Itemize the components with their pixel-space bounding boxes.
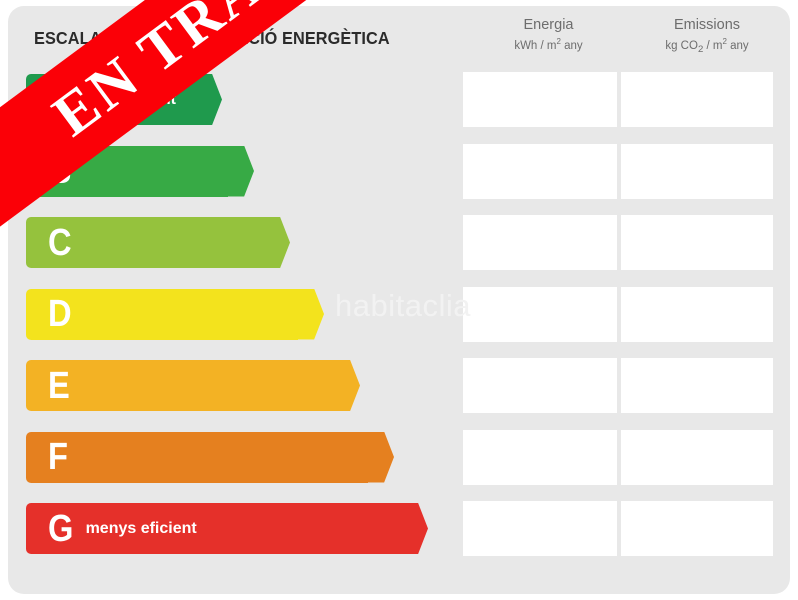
cell-energy-b (463, 143, 617, 199)
energy-unit-suffix: any (560, 39, 583, 52)
cell-energy-f (463, 429, 617, 485)
cell-emissions-f (621, 429, 773, 485)
rating-band-d: D (26, 288, 324, 340)
band-arrow-tip-icon (368, 431, 394, 483)
cell-energy-g (463, 501, 617, 556)
rating-letter-f: F (48, 436, 68, 478)
cell-emissions-b (621, 143, 773, 199)
energy-unit-exponent: 2 (556, 37, 561, 46)
rating-band-e: E (26, 360, 360, 411)
emissions-unit-suffix: any (726, 39, 749, 52)
rating-letter-e: E (48, 364, 70, 407)
band-arrow-tip-icon (196, 74, 222, 125)
cell-energy-d (463, 286, 617, 342)
energy-unit-prefix: kWh / m (514, 39, 557, 52)
band-arrow-tip-icon (264, 217, 290, 268)
emissions-unit-subscript: 2 (697, 44, 704, 56)
rating-letter-d: D (48, 293, 72, 335)
band-arrow-tip-icon (402, 503, 428, 554)
band-arrow-tip-icon (228, 145, 254, 197)
column-header-energy-subtitle: kWh / m2 any (471, 34, 626, 54)
column-header-emissions-subtitle: kg CO2 / m2 any (628, 34, 786, 58)
scale-row-d: D (8, 283, 790, 345)
column-header-energy: Energia kWh / m2 any (471, 16, 626, 54)
column-header-emissions: Emissions kg CO2 / m2 any (628, 16, 786, 58)
rating-tag-g: menys eficient (85, 519, 197, 537)
cell-emissions-d (621, 286, 773, 342)
column-header-emissions-title: Emissions (673, 17, 741, 33)
cell-energy-e (463, 358, 617, 413)
rating-letter-g: G (48, 507, 74, 550)
rating-letter-c: C (48, 221, 72, 264)
scale-row-c: C (8, 211, 790, 273)
band-arrow-tip-icon (334, 360, 360, 411)
habitaclia-watermark: habitaclia (335, 288, 471, 323)
column-header-energy-title: Energia (523, 17, 574, 33)
emissions-unit-prefix: kg CO (665, 39, 698, 52)
emissions-unit-exponent: 2 (722, 37, 727, 46)
scale-row-f: F (8, 426, 790, 488)
cell-emissions-g (621, 501, 773, 556)
cell-energy-c (463, 215, 617, 270)
cell-emissions-a (621, 72, 773, 127)
emissions-unit-mid: / m (703, 39, 723, 52)
cell-emissions-c (621, 215, 773, 270)
cell-energy-a (463, 72, 617, 127)
scale-row-e: E (8, 354, 790, 416)
rating-band-f: F (26, 431, 394, 483)
band-arrow-tip-icon (298, 288, 324, 340)
cell-emissions-e (621, 358, 773, 413)
scale-row-b: B (8, 140, 790, 202)
rating-band-c: C (26, 217, 290, 268)
